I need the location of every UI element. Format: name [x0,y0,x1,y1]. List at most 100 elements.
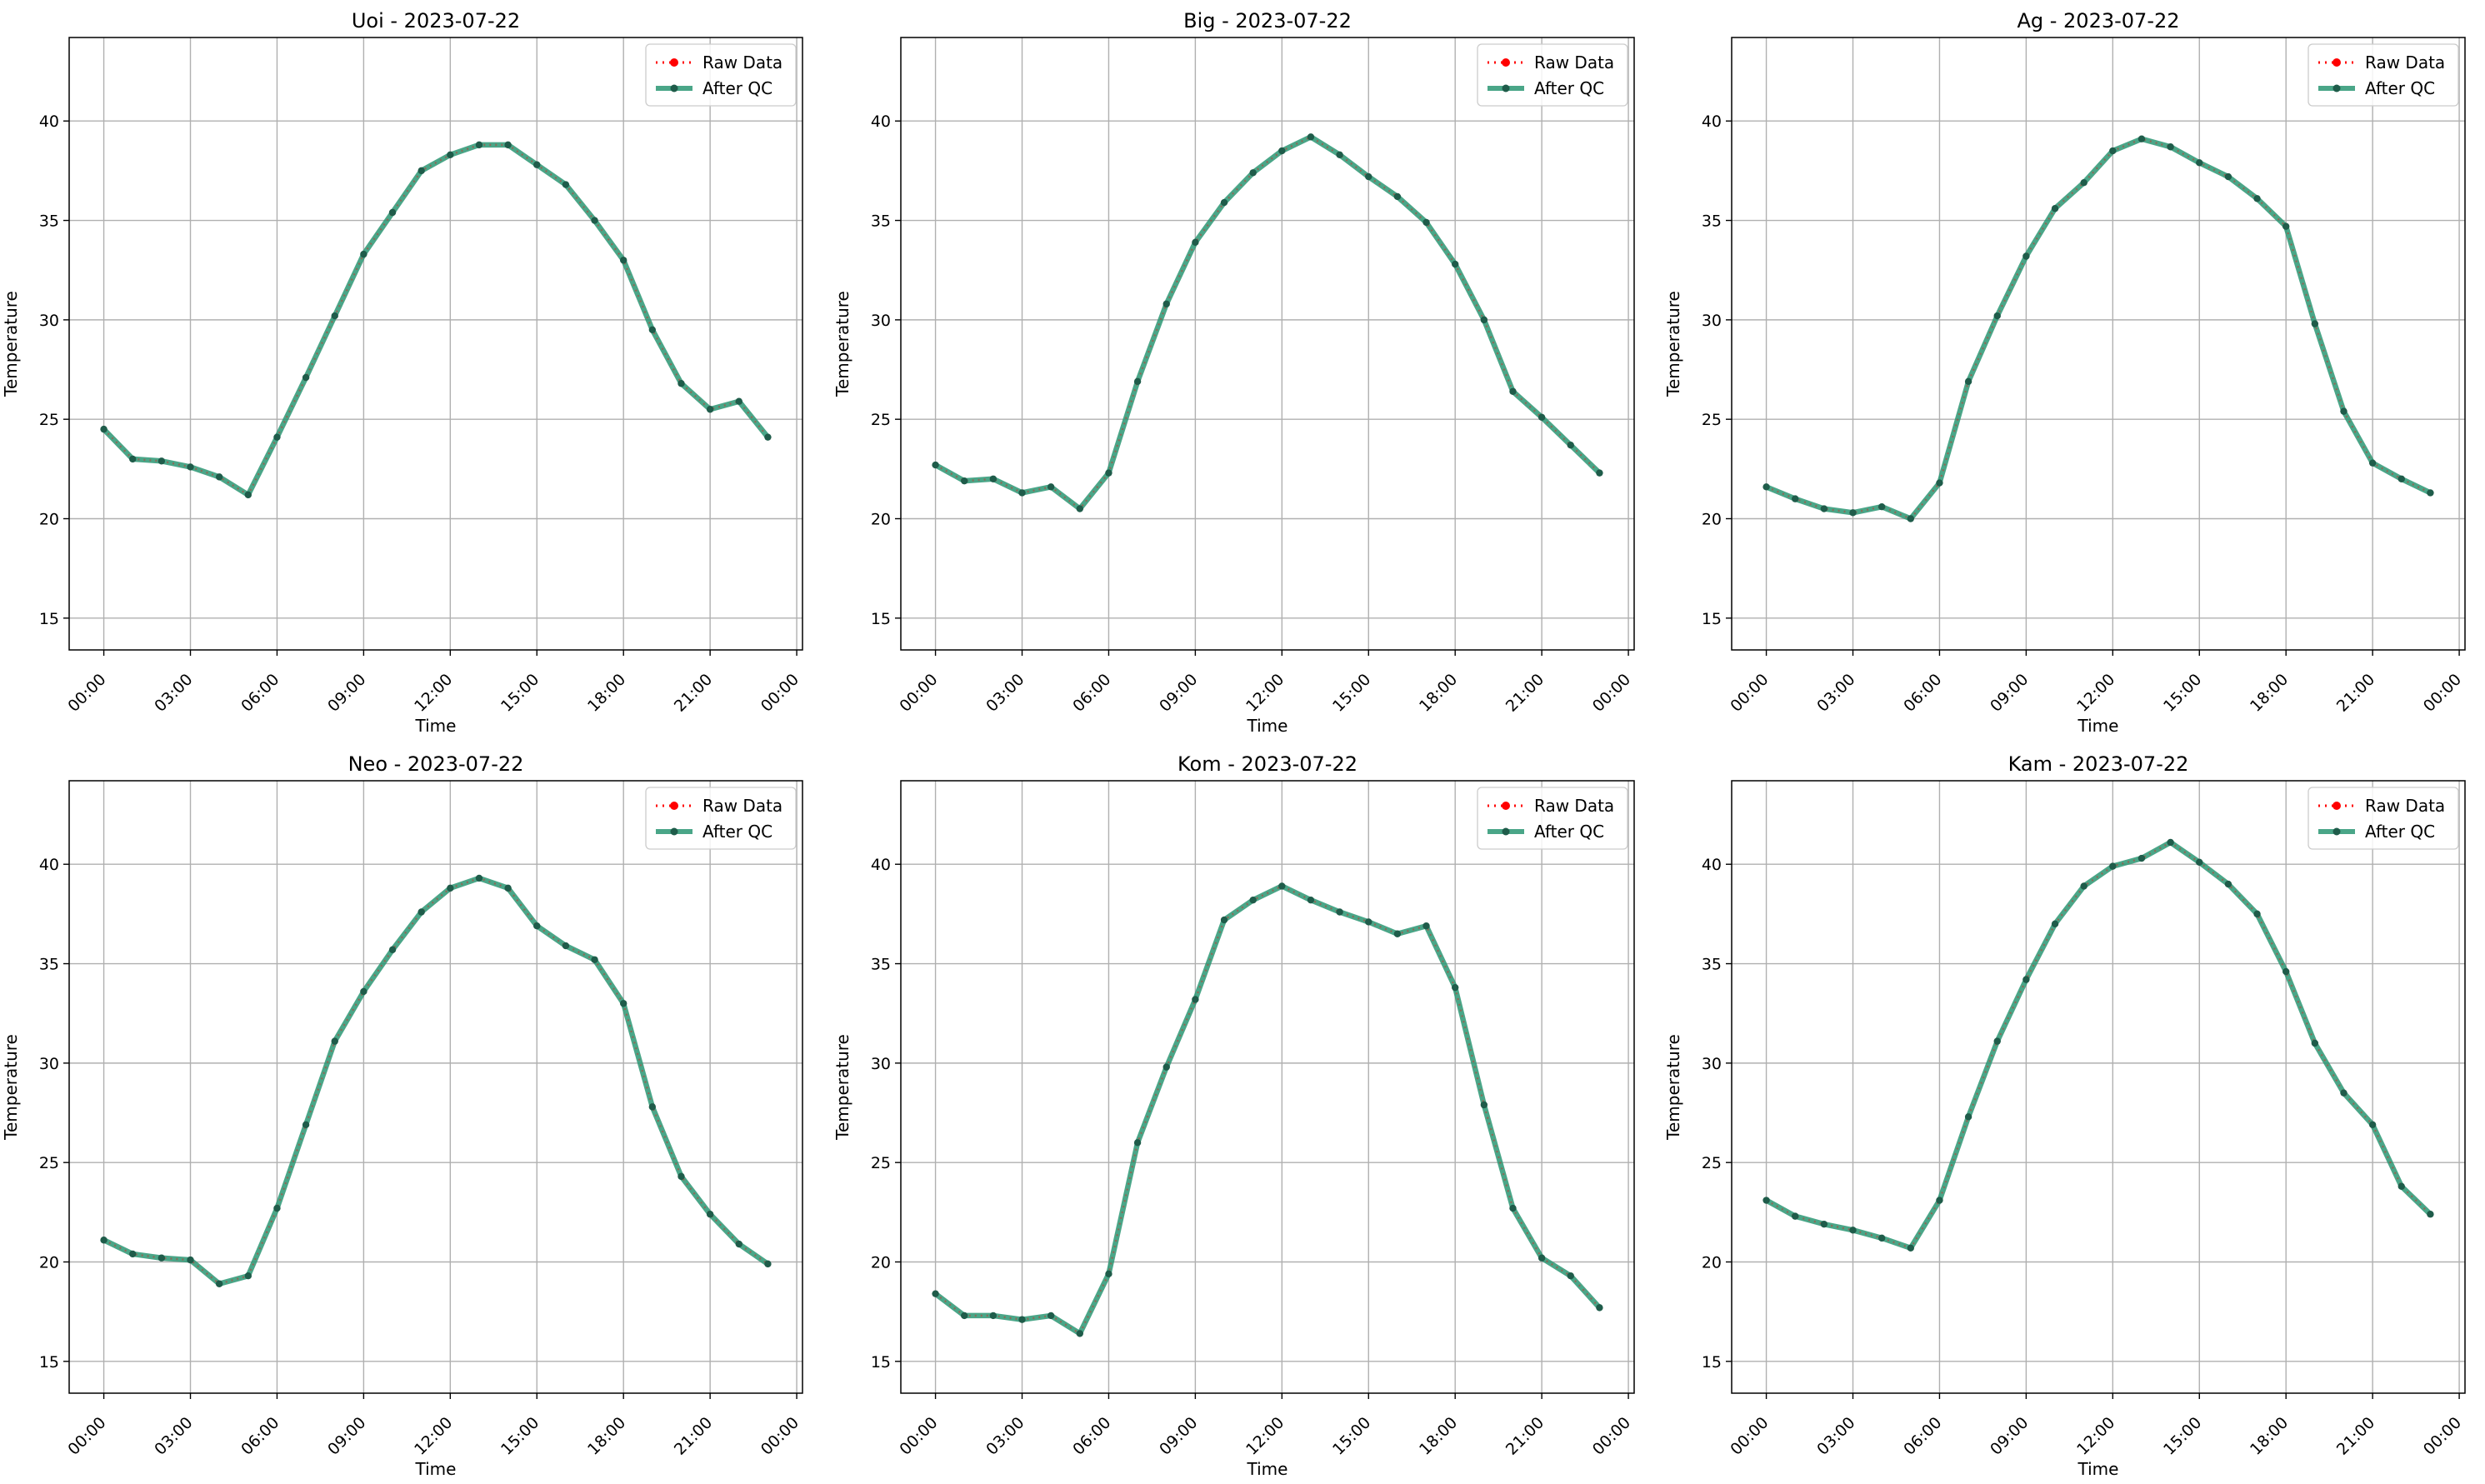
x-tick-label: 18:00 [1416,1413,1461,1458]
y-tick-label: 30 [871,312,891,330]
y-tick-label: 20 [1702,511,1722,529]
y-tick-label: 35 [1702,212,1722,231]
y-tick-label: 25 [1702,411,1722,429]
plot-area [1732,781,2465,1393]
data-point [1509,1204,1517,1212]
data-point [932,461,939,469]
legend-marker-raw-data [1502,802,1510,810]
plot-area [69,37,802,650]
data-point [302,373,310,382]
series-line-raw-data [934,135,1601,511]
y-tick-label: 20 [871,1254,891,1272]
y-tick-label: 30 [39,1055,59,1073]
data-point [1076,505,1084,512]
data-point [1538,1254,1546,1262]
data-point [1336,908,1343,916]
data-point [360,987,368,996]
y-tick-label: 20 [39,1254,59,1272]
data-point [2398,1182,2405,1191]
data-point [2311,320,2319,327]
data-point [2196,159,2203,167]
data-point [562,942,570,950]
series-line-after-qc [101,875,771,1287]
data-point [187,1256,194,1264]
data-point [619,1000,628,1007]
y-tick-label: 30 [39,312,59,330]
legend-label-after-qc: After QC [2365,78,2435,98]
y-tick-label: 30 [871,1055,891,1073]
x-tick-label: 00:00 [64,1413,109,1458]
data-point [475,141,483,149]
data-point [2282,222,2290,230]
series-line-after-qc [101,142,771,498]
data-point [1762,483,1770,491]
axes-frame [1731,37,2466,651]
x-tick-label: 09:00 [1987,670,2032,715]
data-point [2253,910,2261,918]
data-point [678,380,685,387]
chart-title: Ag - 2023-07-22 [2017,9,2179,32]
plot-area [901,781,1634,1393]
x-axis-label: Time [2078,716,2119,736]
data-point [1936,479,1943,487]
data-point [1365,172,1372,181]
data-point [764,1260,772,1268]
data-point [1792,1212,1799,1220]
legend: Raw Data After QC [645,43,797,107]
data-point [2311,1039,2319,1047]
legend-label-after-qc: After QC [702,822,772,842]
legend-marker-raw-data [670,58,678,67]
legend-label-raw-data: Raw Data [1534,796,1614,816]
y-tick-label: 35 [39,956,59,974]
data-point [1047,1312,1055,1320]
data-point [1849,1227,1857,1234]
x-tick-label: 18:00 [584,670,629,715]
data-point [504,141,512,149]
x-tick-label: 03:00 [982,670,1028,715]
x-tick-label: 09:00 [1156,670,1201,715]
data-point [1393,930,1402,937]
x-tick-label: 00:00 [896,670,941,715]
legend-marker-raw-data [2332,802,2341,810]
data-point [1964,1113,1972,1121]
data-point [1076,1330,1084,1337]
axes-frame [68,780,803,1394]
y-tick-label: 40 [39,112,59,131]
data-point [932,1290,939,1297]
legend-label-after-qc: After QC [1534,78,1604,98]
data-point [1509,387,1517,395]
legend-marker-after-qc [1502,84,1510,92]
x-tick-label: 06:00 [1069,670,1114,715]
y-tick-label: 25 [39,1154,59,1172]
chart-title: Neo - 2023-07-22 [348,752,524,776]
data-point [1018,489,1026,497]
y-tick-label: 25 [871,411,891,429]
legend-label-after-qc: After QC [702,78,772,98]
data-point [475,874,483,882]
data-point [100,1237,108,1244]
x-tick-label: 00:00 [1589,1413,1634,1458]
legend-label-raw-data: Raw Data [2365,52,2445,72]
data-point [129,1250,137,1258]
data-point [244,1272,252,1280]
axes-frame [900,780,1635,1394]
data-point [2080,179,2088,187]
y-tick-label: 30 [1702,1055,1722,1073]
y-tick-label: 15 [1702,1353,1722,1372]
legend: Raw Data After QC [1477,787,1628,850]
data-point [1567,1272,1574,1280]
data-point [1422,218,1430,227]
data-point [1792,495,1799,502]
y-tick-label: 40 [1702,112,1722,131]
data-point [244,491,252,499]
data-point [2167,838,2174,847]
data-point [1220,916,1228,924]
y-tick-label: 40 [39,856,59,874]
data-point [961,1312,968,1320]
x-tick-label: 18:00 [584,1413,629,1458]
y-tick-label: 15 [39,610,59,628]
data-point [158,1254,166,1262]
x-tick-label: 12:00 [2073,1413,2118,1458]
data-point [1249,169,1257,177]
legend-label-raw-data: Raw Data [702,52,782,72]
